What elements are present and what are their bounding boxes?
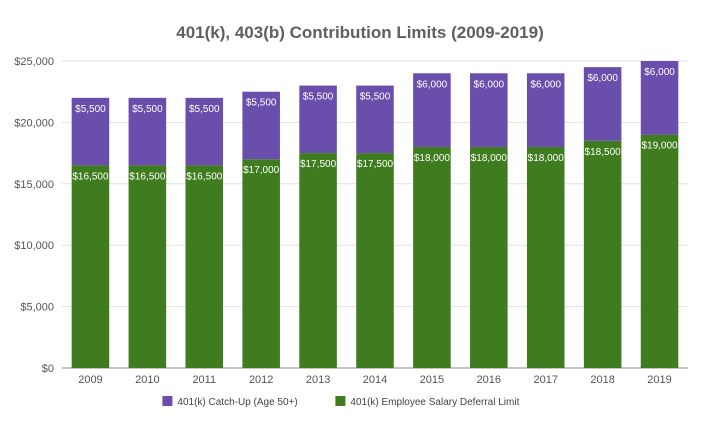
bar-segment-catch-up	[128, 97, 167, 166]
bar-segment-catch-up	[185, 97, 224, 166]
data-label: $5,500	[360, 92, 391, 103]
legend-swatch	[335, 396, 346, 406]
bar-segment-catch-up	[583, 67, 622, 141]
x-tick-label: 2010	[135, 374, 159, 386]
bar-segment-catch-up	[470, 73, 508, 147]
data-label: $5,500	[132, 104, 163, 115]
x-tick-label: 2017	[533, 374, 557, 386]
y-tick-label: $25,000	[14, 56, 54, 68]
chart-title: 401(k), 403(b) Contribution Limits (2009…	[176, 23, 543, 42]
data-label: $5,500	[189, 104, 220, 115]
data-label: $6,000	[417, 79, 448, 90]
y-tick-label: $10,000	[14, 240, 54, 252]
bar-segment-salary-deferral	[413, 146, 451, 368]
data-label: $17,500	[357, 159, 394, 170]
bars	[71, 61, 679, 368]
bar-segment-catch-up	[526, 73, 565, 147]
bar-segment-catch-up	[640, 61, 679, 135]
x-axis-ticks: 2009 2010 2011 2012 2013 2014 2015 2016 2017 2018…	[78, 374, 672, 386]
x-tick-label: 2009	[78, 374, 102, 386]
bar-segment-salary-deferral	[242, 159, 280, 368]
bar-segment-catch-up	[242, 91, 280, 160]
data-label: $16,500	[186, 171, 223, 182]
bar-segment-salary-deferral	[640, 134, 679, 368]
data-label: $17,000	[243, 165, 280, 176]
bar-segment-salary-deferral	[185, 165, 224, 368]
data-label: $19,000	[641, 141, 678, 152]
x-tick-label: 2012	[249, 374, 273, 386]
x-tick-label: 2019	[647, 374, 671, 386]
data-label: $16,500	[72, 171, 109, 182]
legend: 401(k) Catch-Up (Age 50+) 401(k) Employee…	[162, 396, 520, 408]
data-label: $17,500	[300, 159, 337, 170]
legend-label: 401(k) Employee Salary Deferral Limit	[350, 397, 519, 408]
bar-segment-salary-deferral	[356, 153, 394, 368]
data-label: $5,500	[246, 98, 277, 109]
legend-swatch	[162, 396, 173, 406]
data-labels: $16,500 $5,500 $16,500 $5,500 $16,500 $5,500 $…	[72, 67, 678, 182]
data-label: $5,500	[303, 92, 334, 103]
bar-segment-salary-deferral	[583, 140, 622, 368]
data-label: $6,000	[587, 73, 618, 84]
x-tick-label: 2014	[363, 374, 387, 386]
x-tick-label: 2018	[590, 374, 614, 386]
x-tick-label: 2015	[420, 374, 444, 386]
bar-segment-salary-deferral	[299, 153, 337, 368]
bar-segment-salary-deferral	[71, 165, 110, 368]
y-axis-ticks: $0 $5,000 $10,000 $15,000 $20,000 $25,000	[14, 56, 54, 375]
y-tick-label: $15,000	[14, 179, 54, 191]
legend-label: 401(k) Catch-Up (Age 50+)	[177, 397, 297, 408]
data-label: $18,000	[528, 153, 565, 164]
bar-segment-salary-deferral	[128, 165, 167, 368]
bar-segment-catch-up	[71, 97, 110, 166]
x-tick-label: 2016	[477, 374, 501, 386]
data-label: $5,500	[75, 104, 106, 115]
y-tick-label: $0	[42, 363, 54, 375]
y-tick-label: $5,000	[20, 302, 54, 314]
data-label: $18,000	[471, 153, 508, 164]
x-tick-label: 2011	[192, 374, 216, 386]
data-label: $6,000	[474, 79, 505, 90]
bar-segment-catch-up	[413, 73, 451, 147]
data-label: $6,000	[644, 67, 675, 78]
bar-segment-salary-deferral	[526, 146, 565, 368]
bar-segment-catch-up	[299, 85, 337, 154]
data-label: $16,500	[129, 171, 166, 182]
bar-segment-catch-up	[356, 85, 394, 154]
bar-segment-salary-deferral	[470, 146, 508, 368]
y-tick-label: $20,000	[14, 117, 54, 129]
data-label: $18,500	[585, 147, 622, 158]
data-label: $6,000	[530, 79, 561, 90]
data-label: $18,000	[414, 153, 451, 164]
x-tick-label: 2013	[306, 374, 330, 386]
